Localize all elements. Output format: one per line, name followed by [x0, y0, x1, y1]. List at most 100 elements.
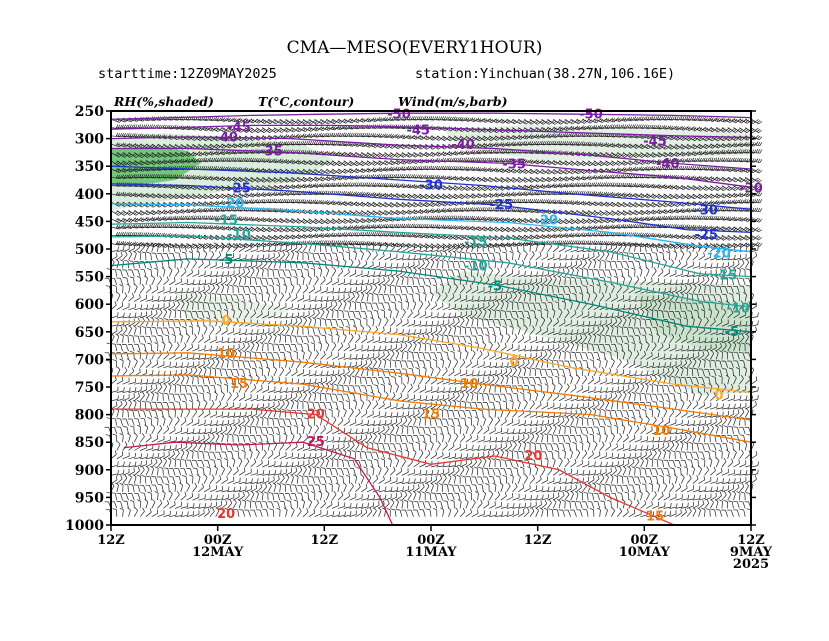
wind-barb — [529, 433, 535, 443]
wind-barb — [436, 426, 443, 434]
wind-barb — [543, 507, 549, 517]
wind-barb — [119, 482, 124, 492]
wind-barb — [204, 420, 212, 426]
wind-barb — [186, 333, 190, 343]
wind-barb — [128, 292, 135, 302]
wind-barb — [529, 377, 537, 385]
wind-barb — [163, 209, 175, 215]
wind-barb — [180, 362, 189, 369]
wind-barb — [279, 292, 284, 302]
wind-barb — [599, 399, 605, 410]
wind-barb — [329, 383, 334, 393]
wind-barb — [198, 259, 204, 269]
wind-barb — [628, 424, 633, 435]
wind-barb — [203, 260, 211, 269]
wind-barb — [286, 483, 292, 492]
wind-barb — [186, 385, 193, 393]
wind-barb — [413, 309, 420, 319]
wind-barb — [366, 507, 373, 517]
wind-barb — [509, 474, 514, 484]
wind-barb — [180, 449, 185, 459]
wind-barb — [227, 424, 233, 435]
wind-barb — [646, 476, 653, 484]
wind-barb — [452, 399, 457, 410]
wind-barb — [231, 457, 236, 468]
wind-barb — [238, 467, 246, 476]
wind-barb — [686, 399, 692, 410]
wind-barb — [198, 483, 204, 493]
wind-barb — [459, 369, 468, 377]
wind-barb — [180, 244, 187, 252]
wind-barb — [157, 309, 163, 319]
wind-barb — [456, 325, 461, 335]
wind-barb — [128, 367, 135, 377]
wind-barb — [175, 475, 182, 484]
wind-barb — [227, 275, 233, 286]
wind-barb — [122, 292, 128, 302]
wind-barb — [168, 267, 173, 277]
wind-barb — [673, 474, 678, 484]
wind-barb — [268, 417, 275, 426]
wind-barb — [564, 458, 570, 468]
wind-barb — [232, 392, 239, 402]
wind-barb — [558, 443, 566, 451]
wind-barb — [495, 252, 502, 261]
wind-barb — [623, 475, 630, 484]
wind-barb — [151, 401, 158, 410]
wind-barb — [579, 267, 584, 277]
wind-barb — [227, 476, 235, 484]
wind-barb — [320, 499, 326, 509]
wind-barb — [139, 466, 145, 476]
wind-barb — [209, 126, 222, 132]
wind-barb — [127, 269, 135, 277]
wind-barb — [293, 350, 298, 360]
wind-barb — [343, 310, 350, 319]
wind-barb — [133, 484, 141, 493]
wind-barb — [191, 310, 199, 319]
wind-barb — [652, 401, 659, 410]
wind-barb — [224, 283, 229, 294]
wind-barb — [384, 316, 389, 327]
wind-barb — [651, 449, 657, 460]
wind-barb — [180, 278, 189, 286]
wind-barb — [331, 490, 337, 501]
wind-barb — [440, 507, 445, 517]
wind-barb — [244, 267, 250, 277]
wind-barb — [302, 369, 311, 377]
wind-barb — [352, 250, 357, 261]
wind-barb — [675, 494, 683, 501]
wind-barb — [174, 501, 182, 509]
wind-barb — [512, 482, 518, 493]
wind-barb — [687, 459, 694, 468]
wind-barb — [519, 466, 525, 476]
wind-barb — [645, 468, 653, 476]
wind-barb — [413, 435, 420, 443]
wind-barb — [407, 394, 415, 402]
wind-barb — [475, 490, 479, 501]
wind-barb — [663, 258, 667, 269]
wind-barb — [469, 316, 474, 327]
wind-barb — [123, 426, 129, 434]
wind-barb — [151, 285, 159, 294]
wind-barb — [372, 432, 377, 443]
wind-barb — [518, 451, 525, 459]
wind-barb — [454, 466, 460, 476]
wind-barb — [523, 433, 530, 443]
wind-barb — [430, 441, 434, 451]
wind-barb — [382, 358, 387, 368]
wind-barb — [134, 368, 141, 377]
wind-barb — [361, 484, 368, 493]
wind-barb — [564, 491, 570, 501]
wind-barb — [673, 399, 678, 410]
wind-barb — [477, 499, 483, 509]
wind-barb — [144, 424, 149, 434]
wind-barb — [576, 501, 583, 509]
wind-barb — [499, 482, 504, 493]
wind-barb — [644, 457, 649, 468]
wind-barb — [263, 417, 269, 426]
wind-barb — [202, 441, 207, 451]
wind-barb — [203, 409, 211, 418]
wind-barb — [529, 485, 537, 493]
wind-barb — [133, 507, 138, 517]
wind-barb — [233, 285, 240, 294]
